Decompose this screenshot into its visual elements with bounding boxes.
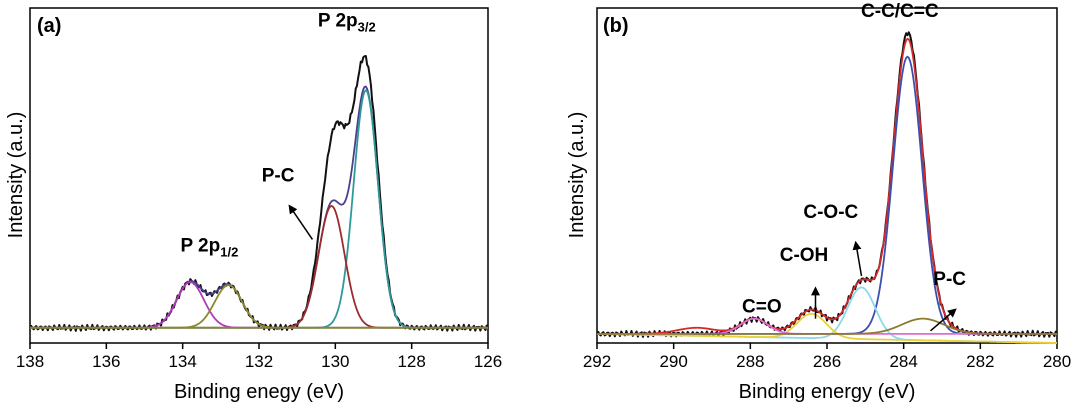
- annotation-label: C-C/C=C: [861, 1, 939, 22]
- x-tick-label: 288: [736, 352, 764, 371]
- annotation-arrow: [288, 204, 314, 240]
- series-line-envelope: [30, 85, 488, 329]
- panel-label-a: (a): [37, 15, 61, 37]
- x-tick-label: 282: [966, 352, 994, 371]
- series-line-raw: [29, 55, 489, 332]
- plot-frame-b: [596, 7, 1058, 344]
- x-axis-label-b: Binding energy (eV): [739, 381, 916, 403]
- x-tick-label: 128: [397, 352, 425, 371]
- x-tick-label: 138: [16, 352, 44, 371]
- annotation-label: C-OH: [780, 245, 829, 266]
- series-line-c-c-c-c: [597, 55, 1057, 335]
- x-tick-label: 284: [889, 352, 917, 371]
- annotation-label: P-C: [933, 269, 966, 290]
- plot-frame-a: [29, 7, 489, 344]
- x-tick-label: 130: [321, 352, 349, 371]
- panel-a: (a) Binding enegy (eV) Intensity (a.u.) …: [5, 7, 502, 403]
- x-tick-label: 126: [474, 352, 502, 371]
- x-tick-label: 286: [813, 352, 841, 371]
- series-line-p-c: [597, 317, 1057, 335]
- series-line-p-2p1-2-a: [30, 281, 488, 329]
- ticks-a: 138 136 134 132 130 128 126: [16, 343, 502, 371]
- ticks-b: 292 290 288 286 284 282 280: [583, 343, 1071, 371]
- x-tick-label: 290: [659, 352, 687, 371]
- annotations-b: C-C/C=C C-O-C C-OH C=O P-C: [742, 1, 966, 332]
- series-line-c-oh: [596, 312, 1058, 344]
- x-tick-label: 280: [1043, 352, 1071, 371]
- annotation-label: P 2p1/2: [180, 236, 238, 260]
- annotation-arrow: [930, 308, 957, 332]
- series-line-p-2p3-2: [30, 89, 488, 329]
- series-line-fit-sum: [597, 37, 1057, 335]
- series-line-p-c: [30, 205, 488, 329]
- x-tick-label: 136: [92, 352, 120, 371]
- curves-b: [596, 31, 1058, 344]
- annotation-label: C=O: [742, 297, 782, 318]
- panel-b: (b) Binding energy (eV) Intensity (a.u.)…: [566, 1, 1071, 403]
- x-axis-label-a: Binding enegy (eV): [174, 381, 344, 403]
- x-tick-label: 134: [168, 352, 196, 371]
- series-line-p-2p1-2-b: [30, 284, 488, 329]
- annotation-label: P-C: [262, 166, 295, 187]
- y-axis-label-a: Intensity (a.u.): [5, 112, 27, 239]
- panel-label-b: (b): [603, 15, 629, 37]
- series-line-raw: [596, 31, 1058, 338]
- annotations-a: P 2p3/2 P 2p1/2 P-C: [180, 10, 375, 259]
- annotation-label: P 2p3/2: [318, 10, 376, 34]
- curves-a: [29, 55, 489, 332]
- x-tick-label: 132: [245, 352, 273, 371]
- y-axis-label-b: Intensity (a.u.): [566, 112, 588, 239]
- annotation-arrow: [852, 240, 863, 277]
- x-tick-label: 292: [583, 352, 611, 371]
- annotation-label: C-O-C: [803, 202, 858, 223]
